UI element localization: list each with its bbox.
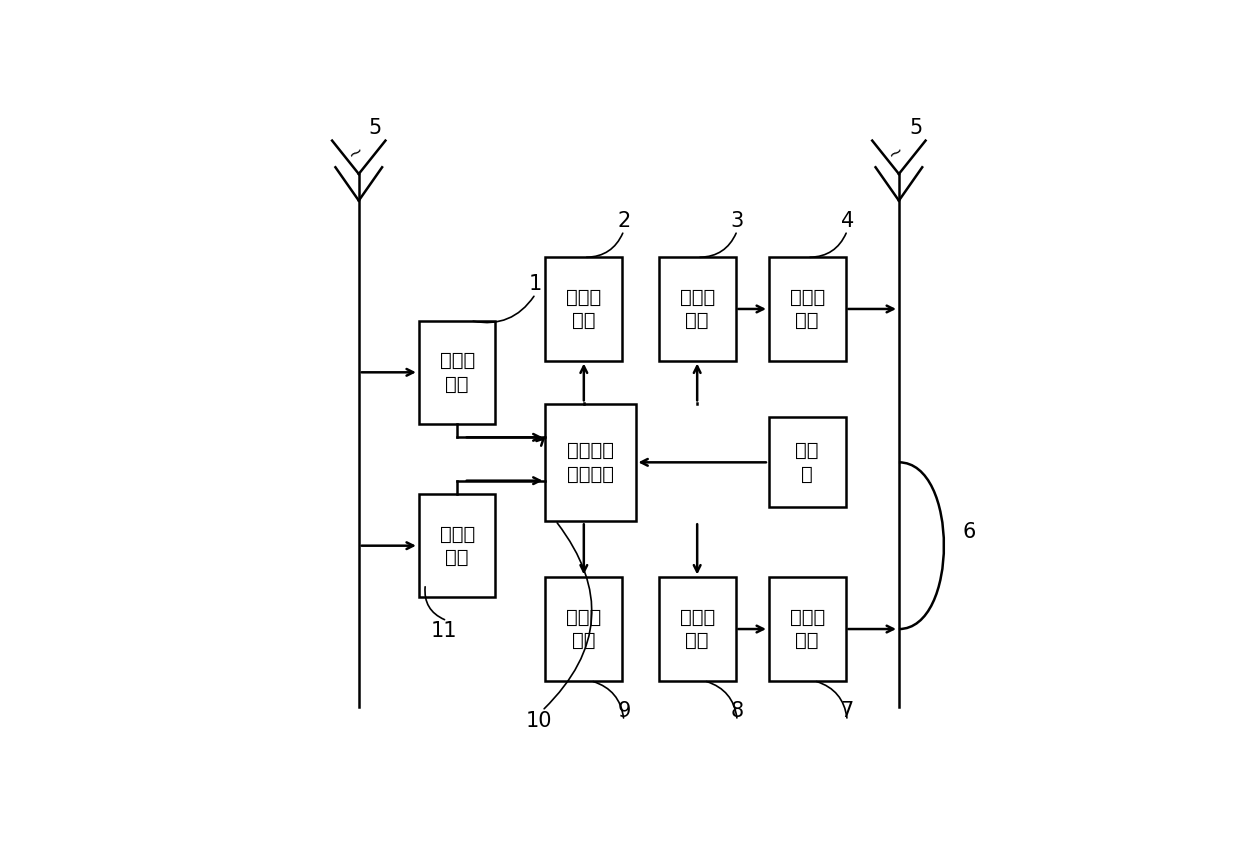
Text: 11: 11 (430, 621, 458, 641)
Text: 10: 10 (526, 711, 552, 731)
Bar (658, 578, 735, 681)
Text: 接收单
元二: 接收单 元二 (439, 525, 475, 567)
Text: 5: 5 (368, 118, 382, 138)
Text: 音频信号
切换单元: 音频信号 切换单元 (567, 441, 614, 483)
Text: 接收单
元一: 接收单 元一 (439, 351, 475, 393)
Text: 5: 5 (909, 118, 923, 138)
Text: 送话
器: 送话 器 (795, 441, 818, 483)
Text: ~: ~ (884, 141, 906, 165)
Text: 发射单
元二: 发射单 元二 (790, 608, 825, 650)
Bar (769, 578, 846, 681)
Bar (419, 494, 496, 598)
Bar (769, 257, 846, 360)
Text: ~: ~ (345, 141, 367, 165)
Bar (769, 417, 846, 507)
Bar (658, 257, 735, 360)
Text: 受话单
元二: 受话单 元二 (567, 608, 601, 650)
Text: 2: 2 (618, 210, 630, 230)
Bar (419, 320, 496, 424)
Text: 6: 6 (962, 522, 976, 542)
Text: 发射单
元一: 发射单 元一 (790, 288, 825, 330)
Text: 3: 3 (730, 210, 744, 230)
Bar (546, 578, 622, 681)
Bar (546, 404, 635, 520)
Text: 7: 7 (841, 701, 854, 721)
Bar (546, 257, 622, 360)
Text: 受话单
元一: 受话单 元一 (567, 288, 601, 330)
Text: 1: 1 (528, 274, 542, 294)
Text: 9: 9 (618, 701, 630, 721)
Text: 混音单
元二: 混音单 元二 (680, 608, 714, 650)
Text: 8: 8 (730, 701, 744, 721)
Text: 混音单
元一: 混音单 元一 (680, 288, 714, 330)
Text: 4: 4 (841, 210, 854, 230)
